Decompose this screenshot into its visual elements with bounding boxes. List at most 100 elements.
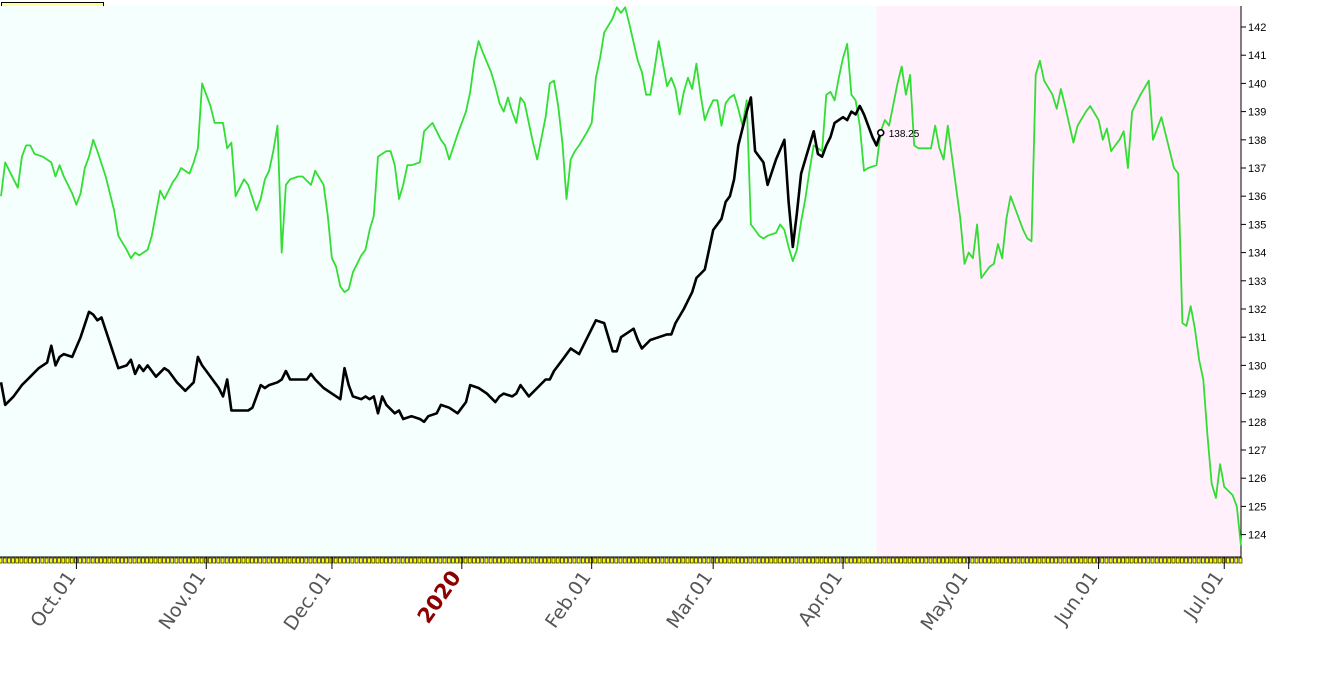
x-minor-tick [1108, 557, 1113, 564]
x-minor-tick [874, 557, 878, 564]
x-minor-tick [782, 557, 786, 564]
x-tick-label: Jun.01 [1050, 567, 1103, 630]
chart-background [0, 6, 1241, 557]
x-minor-tick [916, 557, 920, 564]
x-minor-tick [518, 557, 522, 564]
x-minor-tick [434, 557, 438, 564]
x-minor-tick [195, 557, 200, 564]
x-minor-tick [668, 557, 673, 564]
x-minor-tick [463, 557, 468, 564]
x-minor-tick [65, 557, 70, 564]
x-minor-tick [40, 557, 45, 564]
x-minor-tick [1196, 557, 1201, 564]
x-minor-tick [1192, 557, 1197, 564]
x-minor-tick [727, 557, 732, 564]
x-minor-tick [953, 557, 958, 564]
x-minor-tick [895, 557, 899, 564]
x-minor-tick [178, 557, 183, 564]
x-minor-tick [183, 557, 187, 564]
x-minor-tick [1159, 557, 1163, 564]
x-minor-tick [861, 557, 866, 564]
x-minor-tick [132, 557, 137, 564]
x-minor-tick [23, 557, 28, 564]
x-minor-tick [53, 557, 57, 564]
x-minor-tick [890, 557, 895, 564]
x-minor-tick [1020, 557, 1025, 564]
x-minor-tick [635, 557, 640, 564]
x-minor-tick [941, 557, 945, 564]
x-minor-tick [1226, 557, 1230, 564]
x-minor-tick [911, 557, 916, 564]
x-tick-label: Feb.01 [541, 567, 596, 632]
forecast-region [876, 6, 1241, 557]
x-minor-tick [698, 557, 702, 564]
x-minor-tick [899, 557, 903, 564]
x-minor-tick [597, 557, 602, 564]
x-minor-tick [86, 557, 91, 564]
x-minor-tick [446, 557, 451, 564]
x-minor-tick [296, 557, 300, 564]
x-minor-tick [157, 557, 162, 564]
x-minor-tick [480, 557, 485, 564]
x-minor-tick [124, 557, 128, 564]
x-minor-tick [187, 557, 191, 564]
x-minor-tick [807, 557, 811, 564]
x-minor-tick [974, 557, 979, 564]
x-minor-tick [1100, 557, 1105, 564]
x-minor-tick [924, 557, 929, 564]
x-minor-tick [907, 557, 912, 564]
x-minor-tick [576, 557, 581, 564]
y-tick-label: 142 [1248, 22, 1266, 34]
x-minor-tick [199, 557, 204, 564]
x-minor-tick [1205, 557, 1209, 564]
x-minor-tick [803, 557, 807, 564]
x-minor-tick [715, 557, 719, 564]
x-minor-tick [166, 557, 170, 564]
x-minor-tick [115, 557, 120, 564]
x-minor-tick [962, 557, 966, 564]
x-minor-tick [392, 557, 397, 564]
x-minor-tick [1217, 557, 1222, 564]
x-minor-tick [128, 557, 133, 564]
x-minor-tick [530, 557, 535, 564]
y-tick-label: 129 [1248, 389, 1266, 401]
x-minor-tick [233, 557, 237, 564]
x-minor-tick [493, 557, 497, 564]
x-minor-tick [44, 557, 49, 564]
y-tick-label: 139 [1248, 107, 1266, 119]
x-minor-tick [28, 557, 32, 564]
x-minor-tick [1184, 557, 1188, 564]
x-minor-tick [618, 557, 623, 564]
x-minor-tick [99, 557, 103, 564]
y-tick-label: 131 [1248, 332, 1266, 344]
x-minor-tick [991, 557, 996, 564]
x-minor-tick [723, 557, 728, 564]
x-minor-tick [882, 557, 887, 564]
x-minor-tick [1129, 557, 1134, 564]
x-minor-tick [363, 557, 367, 564]
x-minor-tick [648, 557, 652, 564]
x-minor-tick [1037, 557, 1042, 564]
x-minor-tick [1008, 557, 1012, 564]
x-minor-tick [622, 557, 627, 564]
x-minor-tick [660, 557, 665, 564]
x-minor-tick [78, 557, 82, 564]
x-minor-tick [283, 557, 288, 564]
x-minor-tick [1050, 557, 1054, 564]
x-minor-tick [69, 557, 74, 564]
x-minor-tick [656, 557, 661, 564]
x-minor-tick [425, 557, 430, 564]
x-minor-tick [1033, 557, 1038, 564]
x-minor-tick [270, 557, 275, 564]
x-minor-tick [878, 557, 883, 564]
x-minor-tick [539, 557, 543, 564]
x-minor-tick [815, 557, 820, 564]
x-minor-tick [409, 557, 413, 564]
x-minor-tick [937, 557, 941, 564]
x-minor-tick [731, 557, 736, 564]
x-minor-tick [1058, 557, 1063, 564]
x-minor-tick [945, 557, 950, 564]
x-minor-tick [555, 557, 560, 564]
x-minor-tick [1012, 557, 1017, 564]
x-minor-tick [384, 557, 388, 564]
